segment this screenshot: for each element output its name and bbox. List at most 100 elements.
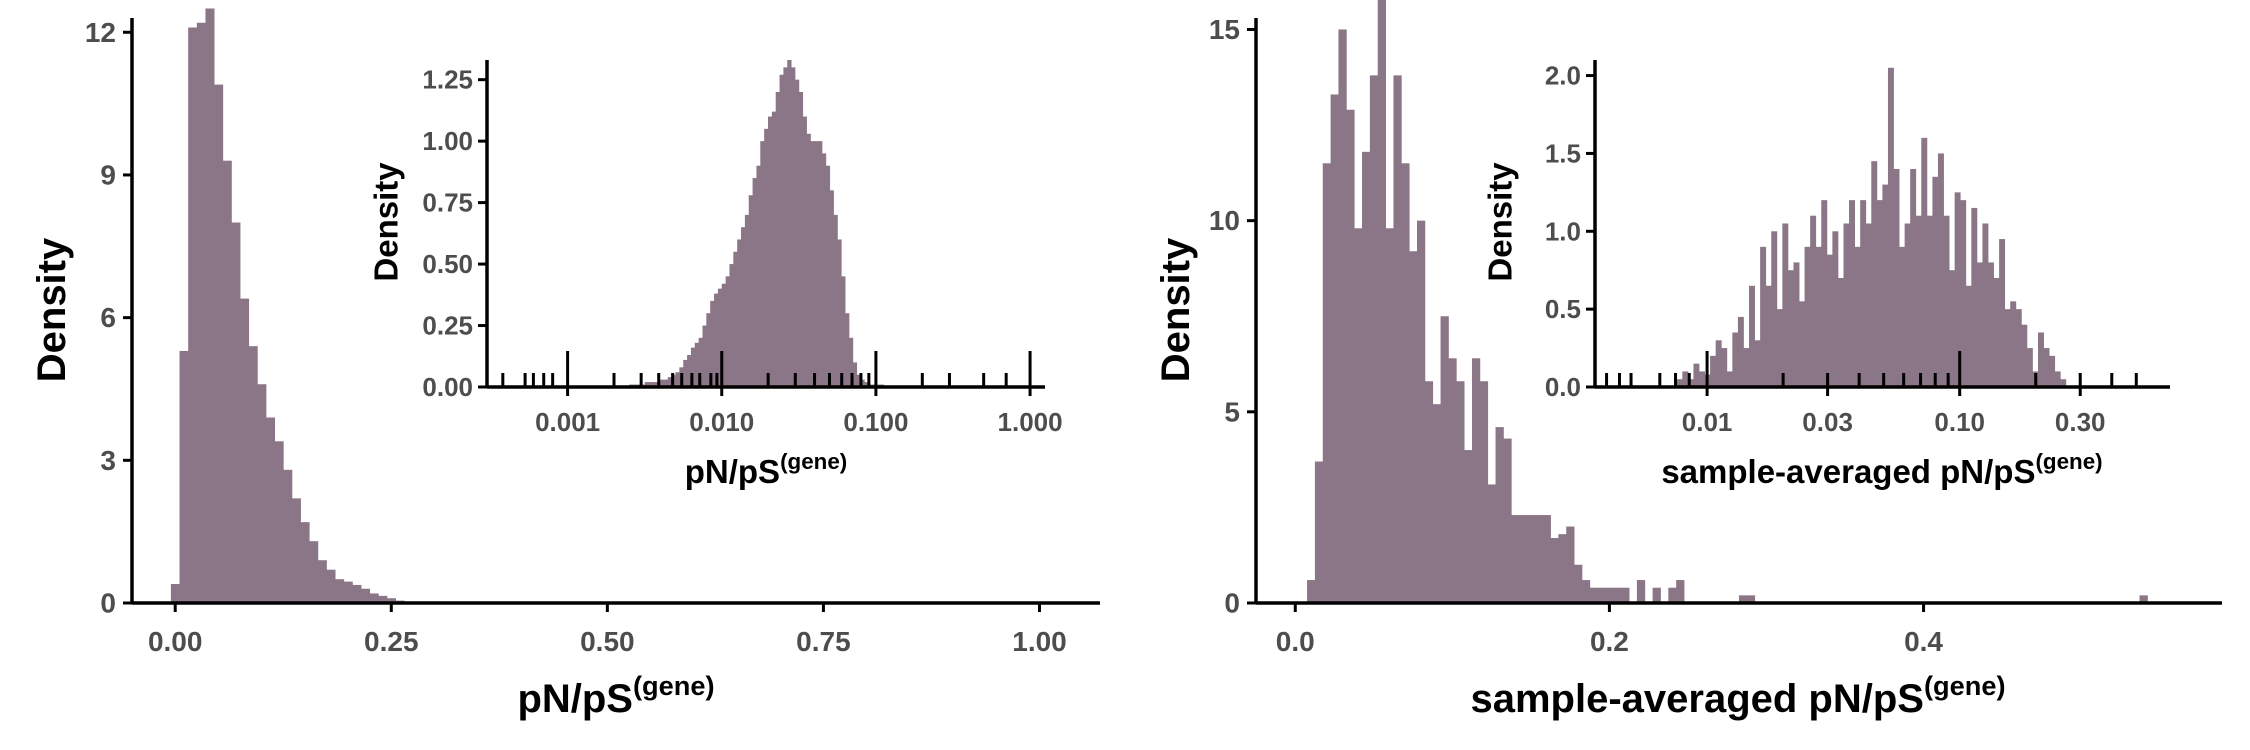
histogram-bar [1487,484,1496,603]
histogram-bar [845,313,850,387]
histogram-bar [1307,580,1316,603]
histogram-bar [2026,348,2033,387]
histogram-bar [1871,161,1878,387]
histogram-bar [698,337,703,387]
x-tick-label: 0.50 [580,626,635,657]
x-tick-label: 0.03 [1802,407,1853,437]
histogram-bar [760,141,765,387]
y-tick-label: 2.0 [1545,61,1581,91]
histogram-bar [1621,587,1630,603]
histogram-bar [729,264,734,387]
histogram-bar [179,350,189,603]
histogram-bar [1749,285,1755,387]
histogram-bar [702,325,707,387]
histogram-bar [829,190,834,387]
histogram-bar [1699,371,1705,387]
histogram-bar [1971,207,1978,387]
x-axis-label-superscript: (gene) [2035,449,2102,474]
histogram-bar [821,153,827,387]
x-tick-label: 0.4 [1904,626,1943,657]
histogram-bar [2021,324,2028,387]
histogram-bar [196,22,206,603]
y-tick-label: 1.5 [1545,138,1581,168]
histogram-bars [1676,67,2067,387]
histogram-bar [1910,169,1917,387]
histogram-bar [833,214,838,387]
histogram-bar [1354,228,1363,604]
y-axis-label: Density [1482,162,1519,282]
histogram-bar [1937,153,1944,387]
histogram-bar [188,27,198,603]
histogram-bar [2010,301,2017,387]
histogram-bars [170,8,431,604]
histogram-bar [1636,580,1646,603]
histogram-bar [309,541,319,603]
histogram-bar [1322,163,1332,604]
histogram-bar [1682,371,1689,387]
histogram-bar [2043,348,2050,387]
histogram-bar [291,498,301,603]
histogram-bar [2054,371,2061,387]
x-tick-label: 1.000 [998,407,1063,437]
y-tick-label: 12 [85,17,116,48]
histogram-bar [741,227,746,387]
x-tick-label: 0.001 [535,407,600,437]
histogram-bar [1776,309,1783,387]
histogram-bar [756,165,761,387]
histogram-bar [660,379,665,387]
histogram-bar [683,359,688,387]
histogram-bar [1732,332,1739,387]
x-axis-label: sample-averaged pN/pS(gene) [1661,449,2102,490]
histogram-bar [2139,595,2148,603]
histogram-bar [687,355,692,387]
histogram-bar [663,379,669,387]
histogram-bar [1754,340,1761,387]
histogram-bar [783,67,788,387]
histogram-bar [1401,163,1410,604]
histogram-bar [1849,200,1856,387]
right-inset-log-histogram-panel: 0.01 0.03 0.10 0.30 0.0 0.5 1.0 1.5 2.0 sample-av… [1482,60,2170,490]
histogram-bar [1854,246,1861,387]
histogram-bar [1448,358,1457,603]
histogram-bar [667,377,673,387]
histogram-bar [1369,75,1379,604]
x-axis-label-text: sample-averaged pN/pS [1661,453,2035,490]
histogram-bar [2004,309,2011,387]
histogram-bar [787,60,792,387]
histogram-bar [1943,215,1950,387]
histogram-bar [717,288,723,387]
y-axis-label: Density [368,162,405,282]
histogram-bar [1526,515,1536,603]
histogram-bar [752,178,757,387]
histogram-bar [343,581,353,603]
histogram-bar [1882,184,1889,387]
histogram-bar [1503,438,1512,603]
x-tick-label: 0.2 [1590,626,1629,657]
rug-marks [501,351,1032,387]
histogram-bar [1921,137,1928,387]
histogram-bar [1362,151,1371,603]
histogram-bar [1511,515,1520,603]
y-tick-label: 10 [1209,205,1240,236]
histogram-bar [1542,515,1551,603]
histogram-bar [648,382,653,387]
histogram-bar [1787,270,1794,387]
y-tick-label: 0.25 [422,311,473,341]
y-tick-label: 9 [100,159,116,190]
histogram-bar [283,469,293,603]
histogram-bar [1760,246,1767,387]
x-axis-label: pN/pS(gene) [685,449,848,490]
histogram-bar [361,588,371,603]
histogram-bar [1960,200,1967,387]
histogram-bar [1876,200,1883,387]
x-tick-label: 0.0 [1276,626,1315,657]
histogram-bar [1782,223,1789,387]
y-axis-label: Density [1154,237,1198,382]
histogram-bar [1899,246,1906,387]
histogram-bar [798,91,804,388]
y-tick-label: 0.5 [1545,294,1581,324]
histogram-bar [775,91,780,388]
histogram-bar [794,79,800,388]
y-tick-label: 1.00 [422,126,473,156]
